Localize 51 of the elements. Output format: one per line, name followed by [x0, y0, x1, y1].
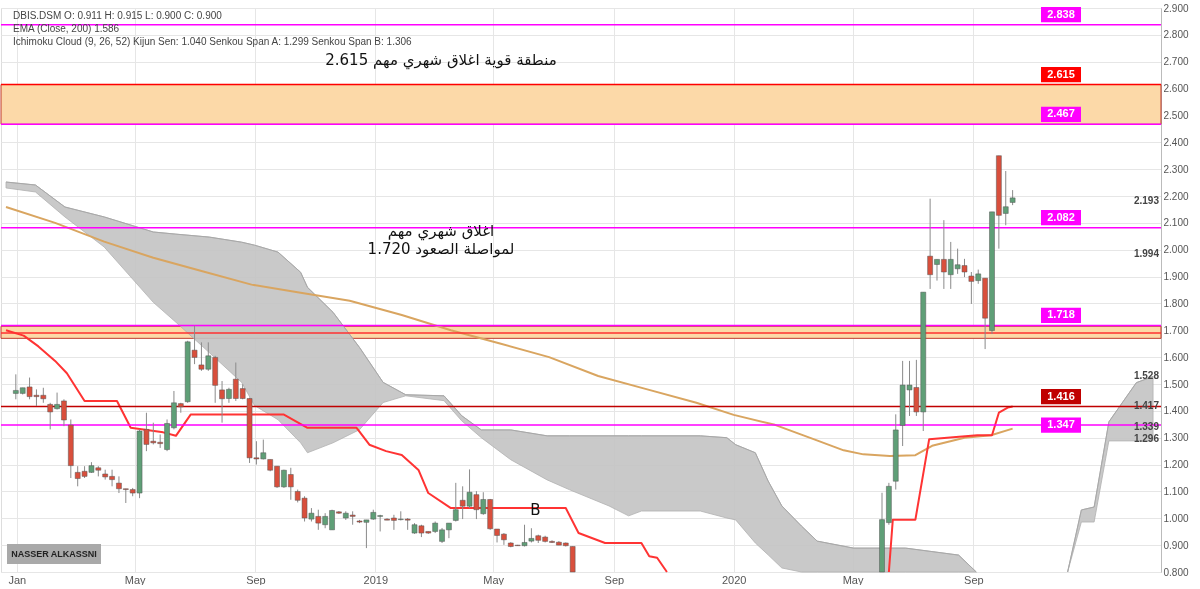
y-tick-label: 1.200: [1163, 459, 1189, 471]
y-tick-label: 1.800: [1163, 297, 1189, 309]
y-tick-label: 1.900: [1163, 271, 1189, 283]
ref-line-label: 2.615: [1047, 67, 1075, 80]
y-tick-label: 1.600: [1163, 351, 1189, 363]
ref-line-label: 1.718: [1047, 308, 1075, 321]
ref-line-label: 1.416: [1047, 389, 1075, 402]
y-tick-label: 1.000: [1163, 512, 1189, 524]
annotation: لمواصلة الصعود 1.720: [367, 240, 515, 258]
x-tick-label: May: [842, 573, 864, 586]
annotation: 2.193: [1133, 195, 1160, 206]
y-tick-label: 1.300: [1163, 432, 1189, 444]
ref-line-label: 1.347: [1047, 418, 1075, 431]
y-tick-label: 1.400: [1163, 405, 1189, 417]
x-tick-label: Sep: [246, 573, 266, 586]
y-tick-label: 2.100: [1163, 217, 1189, 229]
annotation: NASSER ALKASSNI: [11, 549, 97, 559]
x-tick-label: May: [483, 573, 505, 586]
annotation: 1.296: [1133, 432, 1160, 444]
y-tick-label: 2.200: [1163, 190, 1189, 202]
x-tick-label: Sep: [604, 573, 625, 586]
y-tick-label: 2.800: [1163, 29, 1189, 41]
y-tick-label: 0.900: [1163, 539, 1189, 551]
annotation: منطقة قوية اغلاق شهري مهم 2.615: [325, 51, 557, 70]
y-tick-label: 2.600: [1163, 83, 1189, 95]
y-tick-label: 2.900: [1163, 2, 1189, 14]
x-tick-label: Jan: [8, 573, 27, 586]
y-tick-label: 2.400: [1163, 136, 1189, 148]
annotation: EMA (Close, 200) 1.586: [13, 23, 120, 34]
y-tick-label: 1.100: [1163, 485, 1189, 497]
ref-line-label: 2.838: [1047, 7, 1075, 20]
ref-line-label: 2.082: [1047, 210, 1075, 223]
x-tick-label: Sep: [964, 573, 984, 586]
y-tick-label: 0.800: [1163, 566, 1189, 578]
annotation: اغلاق شهري مهم: [387, 222, 495, 241]
y-tick-label: 2.300: [1163, 163, 1189, 175]
y-tick-label: 1.700: [1163, 324, 1189, 336]
x-tick-label: May: [124, 573, 147, 586]
ref-line-label: 2.467: [1047, 107, 1075, 120]
y-tick-label: 2.700: [1163, 56, 1189, 68]
y-tick-label: 2.500: [1163, 109, 1189, 121]
y-tick-label: 1.500: [1163, 378, 1189, 390]
annotation: Ichimoku Cloud (9, 26, 52) Kijun Sen: 1.040 Senkou Span A: 1.299 Senkou Span B: 1.306: [13, 36, 413, 47]
y-tick-label: 2.000: [1163, 244, 1189, 256]
annotation: 1.528: [1133, 370, 1160, 382]
chart-title: DBIS.DSM O: 0.911 H: 0.915 L: 0.900 C: 0.900: [13, 10, 223, 21]
candlestick: [453, 482, 459, 523]
annotation: 1.994: [1133, 248, 1160, 259]
x-tick-label: 2020: [721, 573, 747, 586]
line-series: [5, 206, 1014, 457]
x-tick-label: 2019: [363, 573, 388, 586]
